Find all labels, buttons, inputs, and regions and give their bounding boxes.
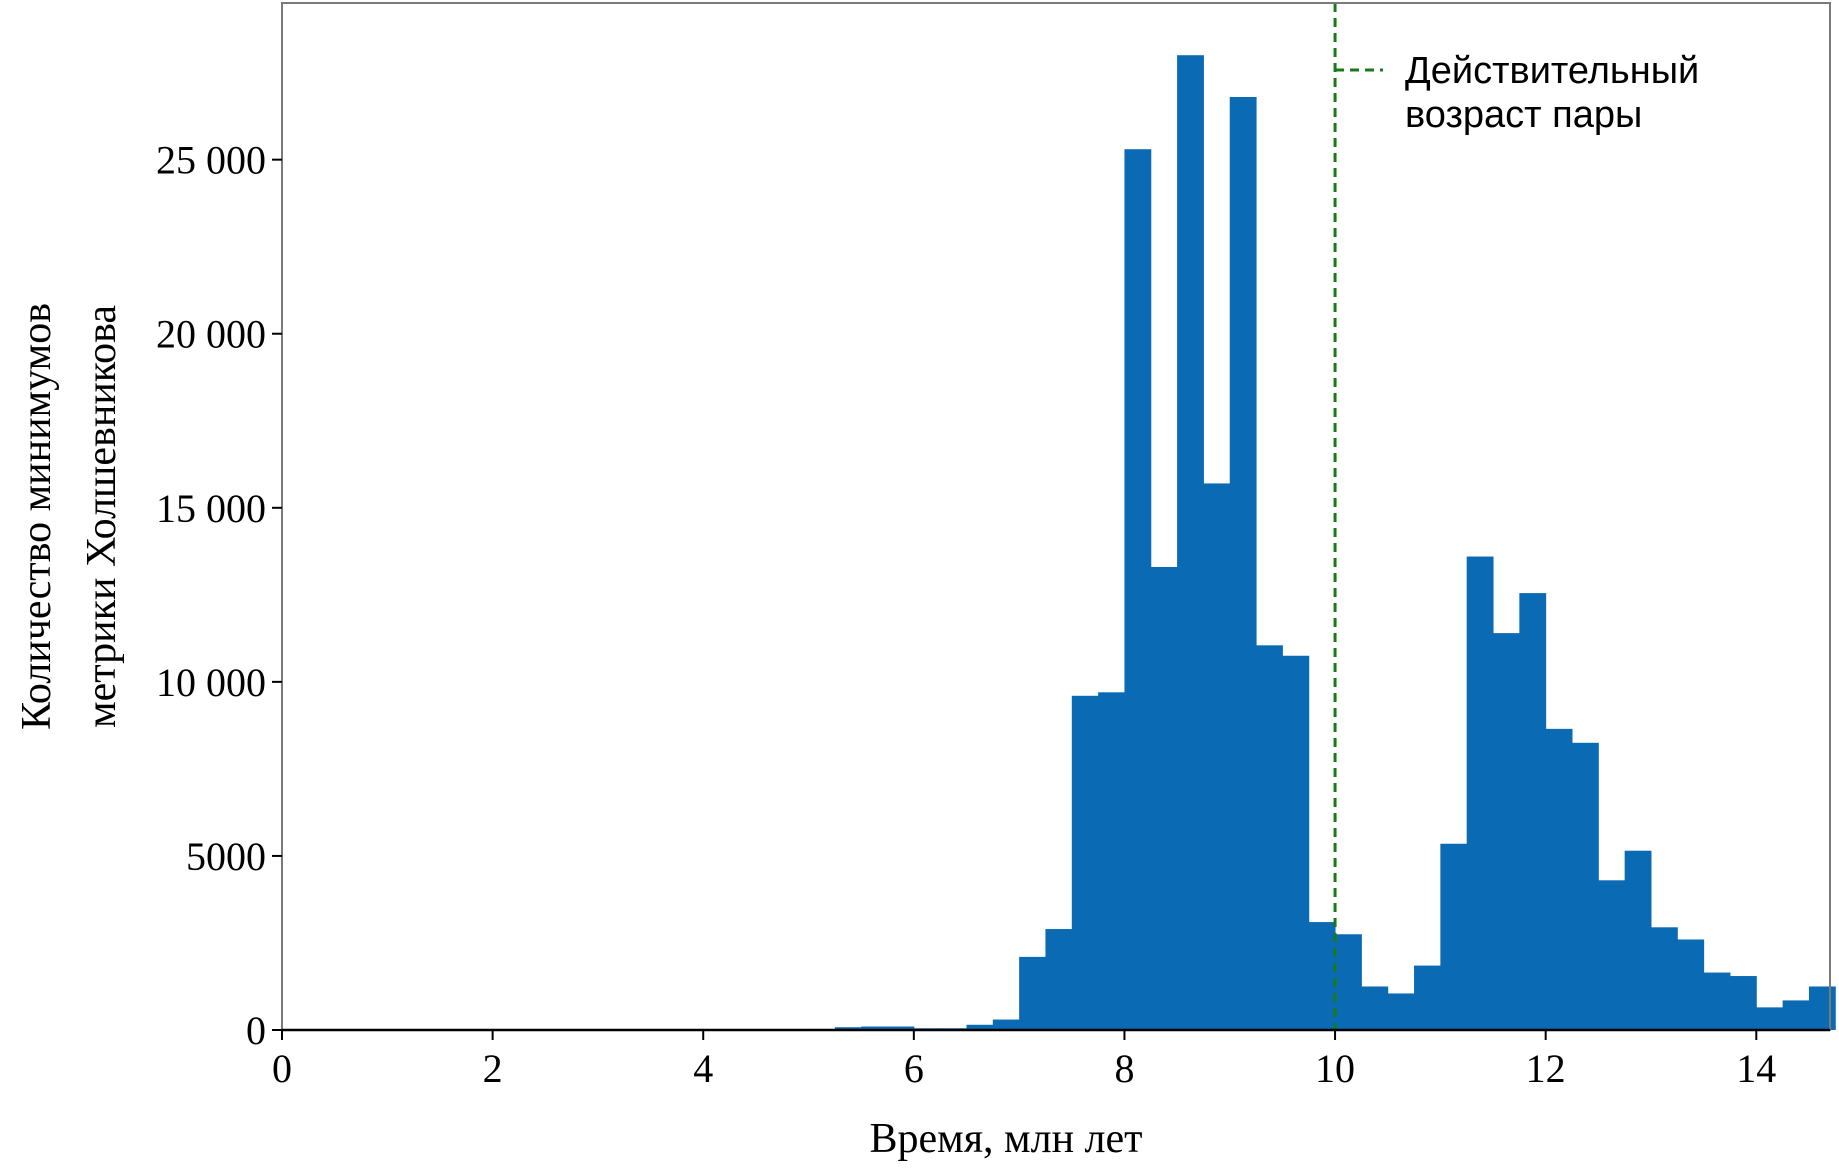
x-tick-label: 0 bbox=[272, 1046, 292, 1091]
histogram-bar bbox=[1703, 972, 1731, 1030]
y-tick-label: 15 000 bbox=[156, 486, 266, 531]
histogram-bar bbox=[1677, 939, 1705, 1030]
y-axis-title-line1: Количество минимумов bbox=[14, 303, 60, 730]
histogram-bar bbox=[1045, 929, 1073, 1030]
x-tick-label: 6 bbox=[904, 1046, 924, 1091]
histogram-bar bbox=[1203, 483, 1231, 1030]
histogram-bar bbox=[1387, 993, 1415, 1030]
histogram-bar bbox=[1177, 55, 1204, 1031]
histogram-bar bbox=[1019, 956, 1046, 1030]
x-axis-ticks: 0 2 4 6 8 10 12 14 bbox=[272, 1030, 1776, 1091]
histogram-bar bbox=[1414, 965, 1441, 1030]
histogram-bar bbox=[1124, 149, 1152, 1031]
histogram-bar bbox=[1335, 934, 1362, 1030]
histogram-bar bbox=[1598, 880, 1626, 1030]
histogram-bar bbox=[1782, 1000, 1810, 1030]
y-axis-ticks: 0 5000 10 000 15 000 20 000 25 000 bbox=[156, 138, 282, 1053]
histogram-bar bbox=[1466, 556, 1494, 1030]
x-tick-label: 2 bbox=[483, 1046, 503, 1091]
histogram-bar bbox=[1519, 593, 1547, 1030]
histogram-bar bbox=[1440, 843, 1468, 1030]
histogram-bar bbox=[1098, 692, 1125, 1030]
histogram-bar bbox=[966, 1024, 994, 1030]
y-tick-label: 0 bbox=[246, 1008, 266, 1053]
histogram-bar bbox=[1808, 986, 1836, 1030]
x-axis-title: Время, млн лет bbox=[869, 1116, 1142, 1162]
histogram-bar bbox=[1282, 655, 1310, 1030]
y-axis-title-line2: метрики Холшевникова bbox=[79, 305, 125, 728]
x-tick-label: 10 bbox=[1315, 1046, 1355, 1091]
histogram-bar bbox=[1624, 850, 1652, 1030]
y-tick-label: 5000 bbox=[186, 834, 266, 879]
y-tick-label: 25 000 bbox=[156, 138, 266, 183]
histogram-bar bbox=[1545, 728, 1573, 1030]
y-tick-label: 20 000 bbox=[156, 312, 266, 357]
histogram-bar bbox=[992, 1019, 1020, 1030]
histogram-bar bbox=[861, 1026, 889, 1030]
histogram-bar bbox=[1150, 566, 1178, 1030]
x-tick-label: 12 bbox=[1526, 1046, 1566, 1091]
histogram-bar bbox=[1229, 96, 1257, 1031]
x-tick-label: 14 bbox=[1736, 1046, 1776, 1091]
y-tick-label: 10 000 bbox=[156, 660, 266, 705]
histogram-bar bbox=[1493, 633, 1520, 1030]
histogram-bar bbox=[1729, 976, 1757, 1030]
histogram-bar bbox=[1572, 742, 1599, 1030]
legend-label-line1: Действительный bbox=[1405, 50, 1699, 92]
x-tick-label: 8 bbox=[1114, 1046, 1134, 1091]
histogram-bar bbox=[1256, 645, 1283, 1030]
x-tick-label: 4 bbox=[693, 1046, 713, 1091]
histogram-bar bbox=[1756, 1007, 1784, 1030]
legend-label-line2: возраст пары bbox=[1405, 94, 1642, 136]
histogram-bar bbox=[834, 1027, 862, 1030]
histogram-bar bbox=[1071, 695, 1099, 1030]
histogram-bar bbox=[1361, 986, 1389, 1030]
histogram-bar bbox=[887, 1026, 915, 1030]
legend: Действительный возраст пары bbox=[1335, 50, 1699, 136]
histogram-bar bbox=[1650, 927, 1678, 1030]
histogram-bar bbox=[1308, 922, 1336, 1030]
histogram-bars bbox=[808, 55, 1836, 1031]
